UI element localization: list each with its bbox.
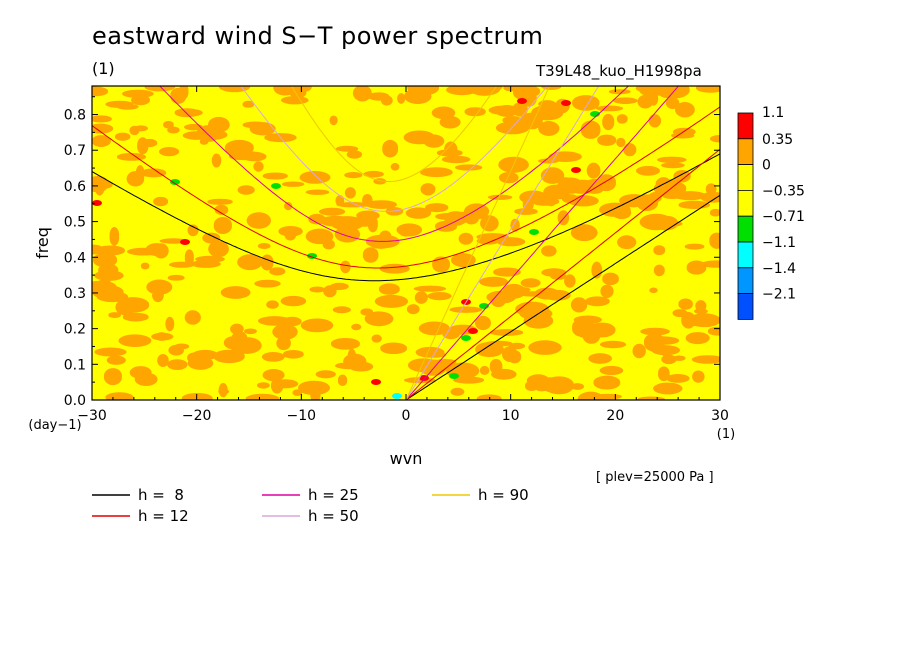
curve-h25-kelvin	[405, 86, 680, 400]
y-axis-unit: (day−1)	[28, 418, 81, 433]
colorbar-label: −0.35	[762, 183, 805, 199]
colorbar-label: −1.1	[762, 235, 796, 251]
curve-h12-kelvin	[405, 148, 720, 400]
colorbar-cell	[737, 112, 754, 140]
y-tick-label: 0.6	[64, 179, 86, 195]
y-tick-label: 0.8	[64, 108, 86, 124]
y-tick-label: 0.0	[64, 393, 86, 409]
field-speck	[92, 200, 102, 206]
x-tick-label: 10	[502, 408, 520, 424]
curve-h50-ig	[240, 86, 548, 212]
field-speck	[170, 179, 180, 185]
colorbar-label: −1.4	[762, 261, 796, 277]
colorbar-cell	[737, 138, 754, 166]
field-speck	[468, 328, 478, 334]
colorbar-label: −2.1	[762, 287, 796, 303]
chart-title: eastward wind S−T power spectrum	[92, 22, 544, 50]
legend-label: h = 25	[308, 486, 359, 504]
field-speck	[517, 98, 527, 104]
x-tick-label: 0	[402, 408, 411, 424]
y-tick-label: 0.5	[64, 215, 86, 231]
colorbar-label: 0.35	[762, 132, 793, 148]
x-tick-label: 30	[711, 408, 729, 424]
field-speck	[271, 183, 281, 189]
y-tick-label: 0.3	[64, 286, 86, 302]
curve-h8-ig	[92, 153, 720, 282]
curve-h50-kelvin	[405, 86, 600, 400]
curve-h25-ig	[159, 86, 630, 242]
x-tick-label: 20	[606, 408, 624, 424]
colorbar-cell	[737, 189, 754, 217]
x-tick-label: −30	[77, 408, 107, 424]
field-speck	[461, 335, 471, 341]
colorbar: 1.1 0.35 0 −0.35 −0.71 −1.1 −1.4 −2.1	[737, 105, 805, 320]
run-label: T39L48_kuo_H1998pa	[536, 62, 702, 80]
chart-subtitle: (1)	[92, 59, 115, 78]
colorbar-cell	[737, 241, 754, 269]
y-tick-label: 0.7	[64, 143, 86, 159]
field-speck	[529, 229, 539, 235]
y-axis-label: freq	[33, 227, 52, 259]
y-tick-label: 0.2	[64, 322, 86, 338]
y-tick-label: 0.4	[64, 250, 86, 266]
colorbar-cell	[737, 293, 754, 320]
legend-label: h = 8	[138, 486, 184, 504]
legend-label: h = 50	[308, 507, 359, 525]
field-speck	[449, 373, 459, 379]
curve-h90-ig	[291, 86, 498, 182]
legend-label: h = 12	[138, 507, 189, 525]
colorbar-cell	[737, 164, 754, 191]
field-speck	[571, 167, 581, 173]
axes: −30 −20 −10 0 10 20 30 0.0 0.1 0.2 0.3 0.4 0.5 0.6 0.7…	[28, 86, 735, 468]
x-tick-label: −20	[182, 408, 212, 424]
legend: h = 8 h = 12 h = 25 h = 50 h = 90	[92, 486, 529, 525]
field-positive-patches	[92, 86, 720, 400]
x-axis-label: wvn	[390, 449, 423, 468]
dispersion-curves	[92, 86, 720, 400]
field-speck	[371, 379, 381, 385]
colorbar-cell	[737, 267, 754, 294]
curve-h8-kelvin	[405, 194, 720, 400]
spectrum-field	[92, 86, 720, 400]
colorbar-cell	[737, 215, 754, 243]
field-speck	[561, 100, 571, 106]
field-speck	[180, 239, 190, 245]
y-tick-label: 0.1	[64, 357, 86, 373]
legend-label: h = 90	[478, 486, 529, 504]
curve-h90-kelvin	[405, 86, 551, 400]
x-axis-unit: (1)	[717, 427, 735, 442]
colorbar-label: 1.1	[762, 105, 784, 121]
colorbar-label: 0	[762, 158, 771, 174]
curve-h12-ig	[92, 106, 720, 269]
field-speck	[392, 393, 402, 399]
level-label: [ plev=25000 Pa ]	[596, 470, 714, 485]
colorbar-label: −0.71	[762, 209, 805, 225]
x-tick-label: −10	[287, 408, 317, 424]
